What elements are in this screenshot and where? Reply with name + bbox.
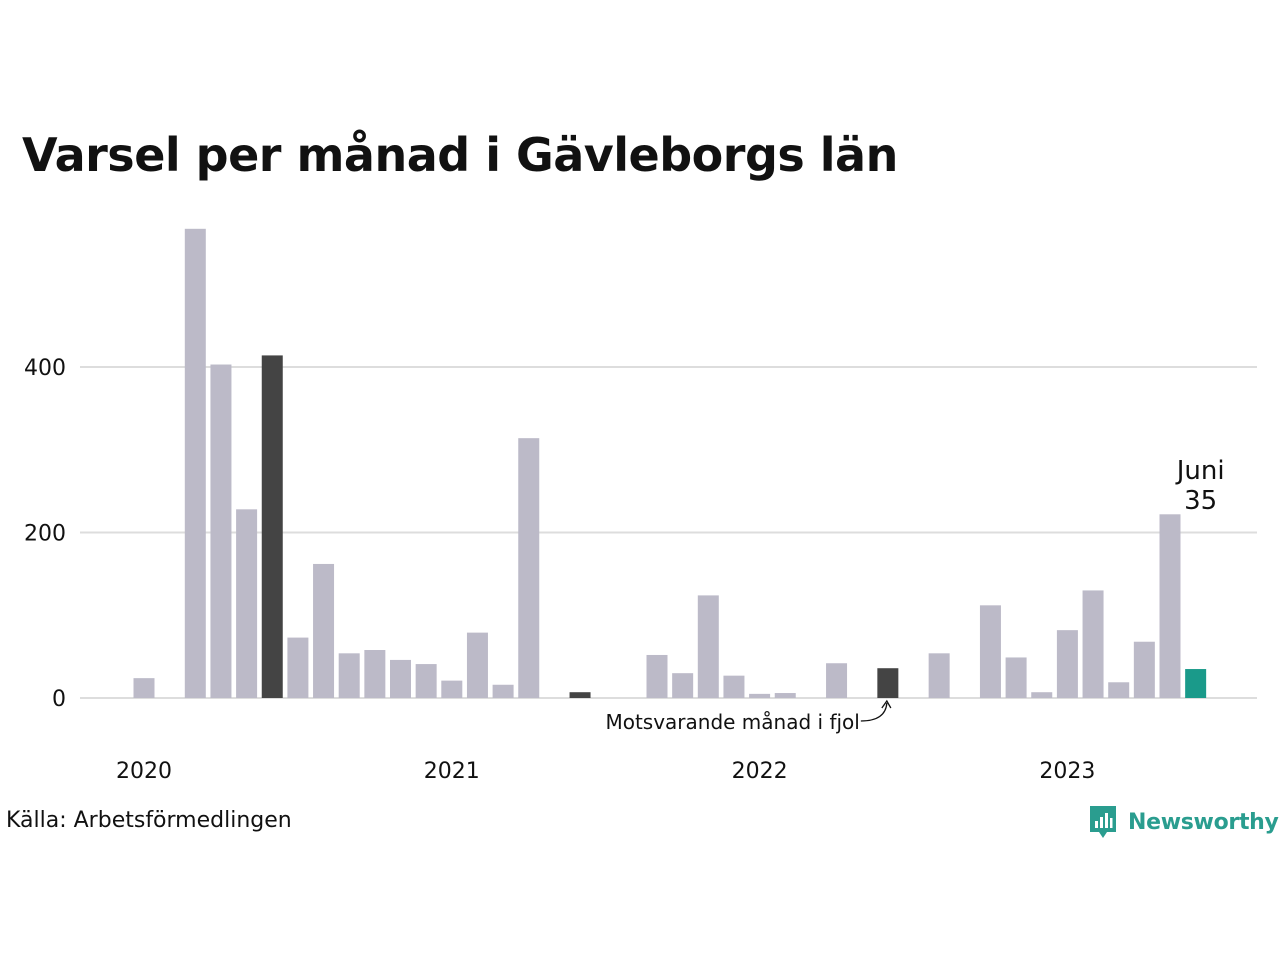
bars — [133, 228, 1207, 698]
x-tick-label: 2022 — [732, 759, 788, 784]
bar — [466, 632, 488, 698]
source-note: Källa: Arbetsförmedlingen — [6, 808, 292, 833]
bar — [749, 693, 771, 698]
bar — [1005, 657, 1027, 698]
brand-logo: Newsworthy — [1088, 804, 1279, 840]
bar — [210, 364, 232, 698]
y-axis-ticks: 0 200 400 — [24, 356, 66, 712]
bar — [313, 563, 335, 698]
bar — [672, 673, 694, 698]
newsworthy-logo-icon — [1090, 806, 1116, 838]
comparison-arrowhead — [881, 699, 892, 709]
bar — [569, 692, 591, 698]
bar — [287, 637, 309, 698]
bar — [1185, 669, 1207, 698]
bar — [646, 654, 668, 698]
comparison-arrow — [860, 702, 888, 722]
bar — [1108, 682, 1130, 698]
bar — [826, 663, 848, 698]
current-month-value: 35 — [1184, 486, 1217, 516]
x-axis-ticks: 2020 2021 2022 2023 — [116, 759, 1095, 784]
comparison-month-label: Motsvarande månad i fjol — [605, 710, 859, 734]
bar — [774, 693, 796, 698]
bar — [184, 228, 206, 698]
bar — [877, 668, 899, 698]
bar — [133, 678, 155, 698]
x-tick-label: 2020 — [116, 759, 172, 784]
bar — [928, 653, 950, 698]
bar — [1159, 514, 1181, 698]
bar — [1082, 590, 1104, 698]
bar — [492, 684, 514, 698]
brand-name: Newsworthy — [1128, 809, 1279, 835]
y-tick-label: 200 — [24, 522, 66, 547]
bar — [390, 659, 411, 698]
bar — [441, 680, 463, 698]
bar — [723, 675, 745, 698]
bar — [697, 595, 719, 698]
bar — [415, 664, 437, 698]
current-month-label: Juni — [1175, 456, 1225, 486]
bar — [338, 653, 360, 698]
y-tick-label: 0 — [52, 687, 66, 712]
x-tick-label: 2023 — [1039, 759, 1095, 784]
y-tick-label: 400 — [24, 356, 66, 381]
bar — [979, 605, 1001, 698]
bar — [518, 438, 540, 698]
chart-title: Varsel per månad i Gävleborgs län — [22, 128, 898, 182]
x-tick-label: 2021 — [424, 759, 480, 784]
bar — [261, 355, 283, 698]
bar — [364, 650, 386, 698]
bar — [1133, 641, 1155, 698]
bar — [1056, 630, 1078, 698]
bar — [1031, 692, 1053, 698]
bar — [236, 509, 258, 698]
